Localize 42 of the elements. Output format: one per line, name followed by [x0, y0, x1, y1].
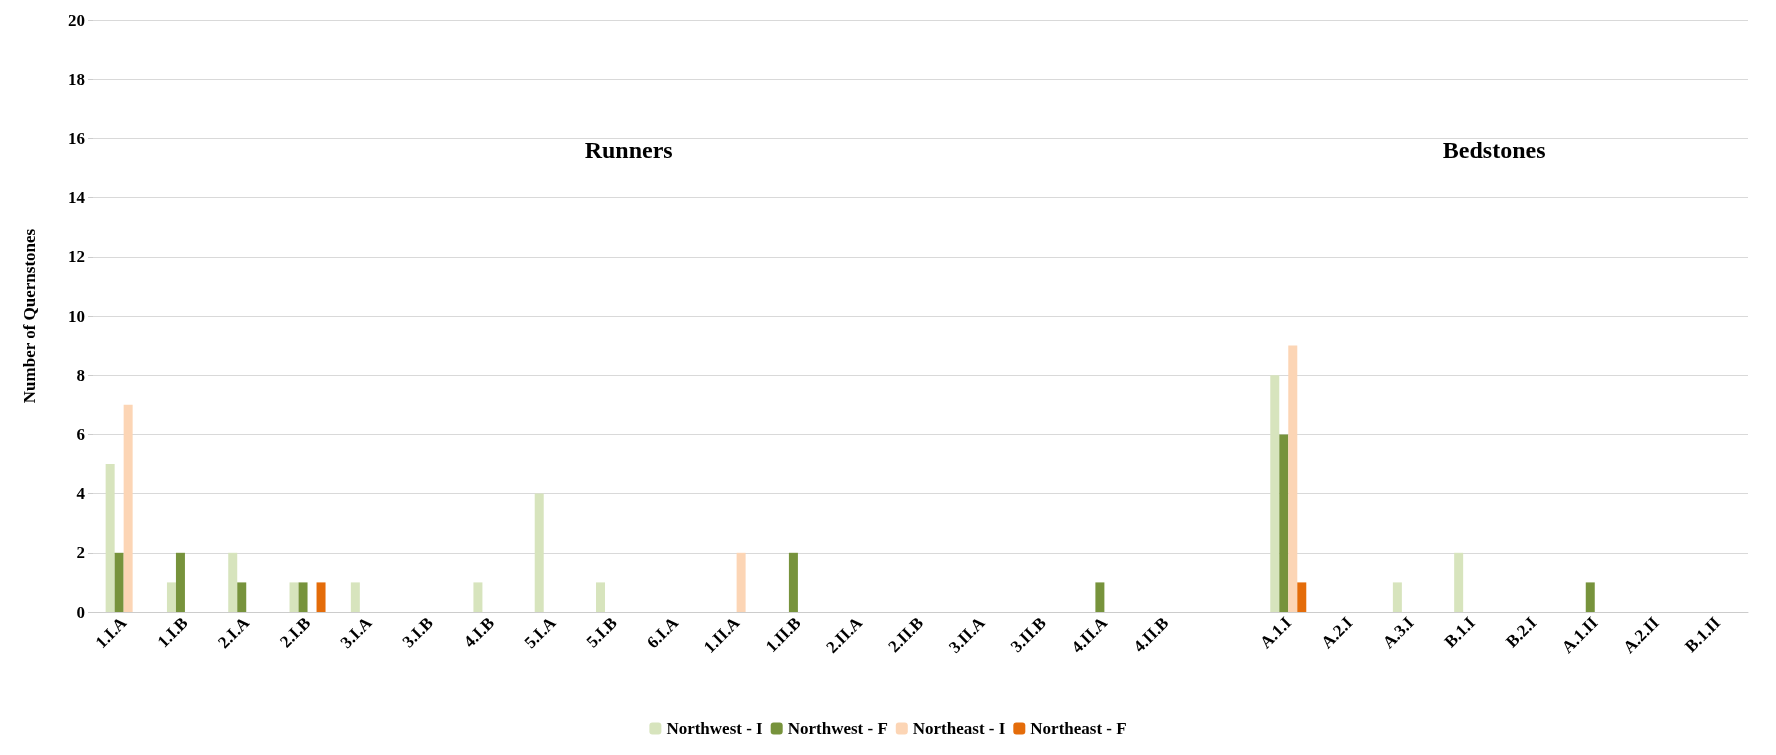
- bar: [736, 552, 746, 612]
- bar: [534, 493, 544, 612]
- bar: [1279, 434, 1289, 612]
- y-tick-label: 12: [68, 247, 85, 267]
- y-tick-label: 10: [68, 306, 85, 326]
- bar: [123, 404, 133, 612]
- y-tick-label: 20: [68, 10, 85, 30]
- y-tick-label: 16: [68, 128, 85, 148]
- legend-label: Northeast - I: [912, 719, 1006, 738]
- bar: [316, 582, 326, 612]
- bar: [1585, 582, 1595, 612]
- bar: [596, 582, 606, 612]
- bar: [298, 582, 308, 612]
- annotation: Runners: [584, 137, 673, 163]
- bar: [1270, 375, 1280, 612]
- bar: [1288, 345, 1298, 612]
- y-tick-label: 8: [76, 365, 85, 385]
- y-tick-label: 2: [76, 543, 85, 563]
- bar: [1297, 582, 1307, 612]
- y-tick-label: 18: [68, 69, 85, 89]
- y-tick-label: 14: [68, 188, 86, 208]
- bar: [114, 552, 124, 612]
- annotation: Bedstones: [1442, 137, 1546, 163]
- bar: [1392, 582, 1402, 612]
- bar: [788, 552, 798, 612]
- bar: [175, 552, 185, 612]
- y-axis-title: Number of Quernstones: [20, 228, 39, 404]
- y-tick-label: 0: [76, 602, 85, 622]
- bar: [237, 582, 247, 612]
- bar: [166, 582, 176, 612]
- bar: [473, 582, 483, 612]
- y-tick-label: 6: [76, 424, 85, 444]
- bar: [289, 582, 299, 612]
- bar: [228, 552, 238, 612]
- bar: [1454, 552, 1464, 612]
- y-tick-label: 4: [76, 484, 86, 504]
- legend-label: Northwest - I: [666, 719, 764, 738]
- legend-label: Northeast - F: [1030, 719, 1127, 738]
- legend-label: Northwest - F: [787, 719, 888, 738]
- bar: [105, 464, 115, 612]
- bar: [350, 582, 360, 612]
- bar: [1095, 582, 1105, 612]
